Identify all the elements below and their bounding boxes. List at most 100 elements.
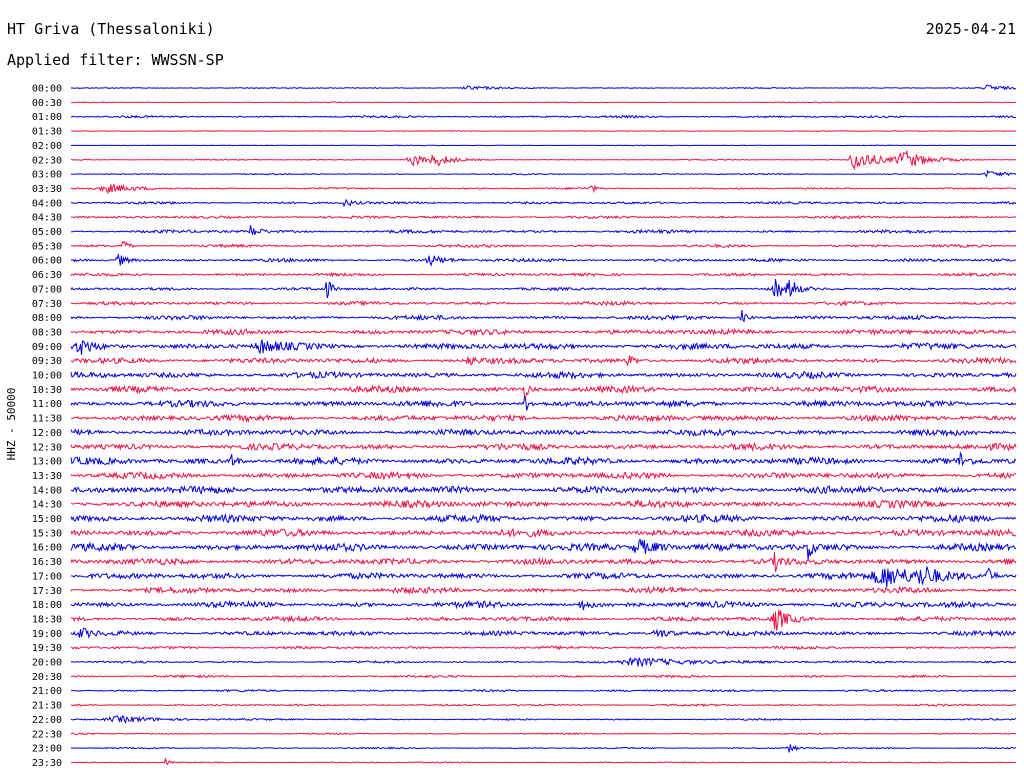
trace-1130: [70, 413, 1017, 424]
date-label: 2025-04-21: [925, 20, 1016, 38]
row-time-label: 06:00: [32, 256, 62, 267]
row-time-label: 03:30: [32, 184, 62, 195]
row-time-label: 17:30: [32, 586, 62, 597]
row-time-label: 02:30: [32, 155, 62, 166]
row-time-label: 09:00: [32, 342, 62, 353]
filter-label: Applied filter: WWSSN-SP: [7, 51, 224, 69]
row-time-label: 03:00: [32, 170, 62, 181]
row-time-label: 15:30: [32, 528, 62, 539]
row-time-label: 19:00: [32, 629, 62, 640]
trace-0130: [70, 130, 1016, 132]
row-time-label: 13:00: [32, 457, 62, 468]
trace-0800: [70, 309, 1017, 323]
row-time-label: 10:00: [32, 371, 62, 382]
trace-1200: [70, 427, 1017, 438]
trace-0500: [70, 225, 1017, 236]
trace-0930: [70, 355, 1017, 367]
trace-1930: [70, 644, 1017, 651]
row-time-label: 01:00: [32, 112, 62, 123]
trace-0730: [70, 299, 1017, 307]
row-time-label: 22:00: [32, 715, 62, 726]
row-time-label: 21:30: [32, 701, 62, 712]
row-time-label: 07:30: [32, 299, 62, 310]
trace-1230: [70, 441, 1017, 453]
row-time-label: 14:30: [32, 500, 62, 511]
station-title: HT Griva (Thessaloniki): [7, 20, 215, 38]
row-time-label: 07:00: [32, 284, 62, 295]
row-time-label: 18:00: [32, 600, 62, 611]
trace-1400: [70, 484, 1017, 495]
trace-0430: [70, 214, 1017, 220]
row-time-label: 05:00: [32, 227, 62, 238]
row-time-label: 14:00: [32, 485, 62, 496]
row-time-label: 15:00: [32, 514, 62, 525]
trace-2230: [70, 732, 1017, 736]
row-time-label: 18:30: [32, 614, 62, 625]
row-time-label: 08:30: [32, 327, 62, 338]
row-time-label: 19:30: [32, 643, 62, 654]
trace-0600: [70, 252, 1017, 267]
trace-1730: [70, 585, 1017, 595]
trace-1000: [70, 370, 1017, 381]
trace-2300: [70, 744, 1017, 753]
trace-1330: [70, 470, 1017, 481]
trace-0200: [71, 144, 1017, 147]
trace-1030: [70, 384, 1017, 400]
row-time-label: 20:30: [32, 672, 62, 683]
trace-0000: [70, 84, 1017, 91]
row-time-label: 11:30: [32, 414, 62, 425]
row-time-label: 01:30: [32, 127, 62, 138]
row-time-label: 13:30: [32, 471, 62, 482]
trace-1700: [70, 566, 1017, 588]
trace-1530: [70, 527, 1017, 539]
trace-1430: [70, 499, 1017, 510]
trace-1500: [70, 512, 1017, 524]
row-time-label: 21:00: [32, 686, 62, 697]
row-time-label: 20:00: [32, 658, 62, 669]
row-time-label: 10:30: [32, 385, 62, 396]
row-time-label: 23:00: [32, 744, 62, 755]
row-time-label: 00:30: [32, 98, 62, 109]
trace-0530: [70, 240, 1017, 249]
row-time-label: 00:00: [32, 84, 62, 95]
trace-2100: [71, 688, 1017, 693]
trace-0100: [71, 114, 1017, 119]
trace-0630: [70, 271, 1017, 278]
trace-0300: [70, 169, 1017, 178]
row-time-label: 22:30: [32, 729, 62, 740]
row-time-label: 23:30: [32, 758, 62, 769]
trace-1630: [70, 552, 1017, 573]
trace-0400: [70, 198, 1017, 208]
row-time-label: 17:00: [32, 571, 62, 582]
trace-0330: [70, 183, 1017, 195]
trace-0030: [70, 101, 1017, 104]
row-time-label: 02:00: [32, 141, 62, 152]
trace-2030: [71, 674, 1017, 679]
row-time-label: 11:00: [32, 399, 62, 410]
trace-1900: [70, 627, 1017, 639]
trace-2000: [70, 657, 1017, 667]
trace-2330: [70, 758, 1017, 766]
trace-1800: [70, 599, 1017, 611]
trace-1600: [70, 538, 1016, 560]
row-time-label: 16:00: [32, 543, 62, 554]
trace-2200: [70, 715, 1017, 724]
trace-0900: [70, 339, 1017, 355]
row-time-label: 05:30: [32, 241, 62, 252]
y-axis-label: HHZ - 50000: [5, 388, 18, 461]
trace-2130: [70, 703, 1016, 707]
trace-0700: [70, 279, 1017, 299]
trace-0830: [70, 327, 1017, 337]
row-time-label: 04:30: [32, 213, 62, 224]
trace-0230: [71, 149, 1017, 171]
row-time-label: 16:30: [32, 557, 62, 568]
row-time-label: 12:30: [32, 442, 62, 453]
trace-1300: [70, 451, 1017, 467]
row-time-label: 08:00: [32, 313, 62, 324]
row-time-label: 04:00: [32, 198, 62, 209]
row-time-label: 09:30: [32, 356, 62, 367]
row-time-label: 12:00: [32, 428, 62, 439]
trace-1100: [70, 395, 1017, 411]
row-time-label: 06:30: [32, 270, 62, 281]
